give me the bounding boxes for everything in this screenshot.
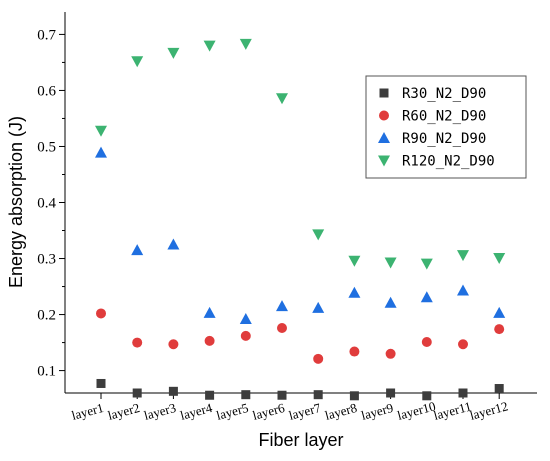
- data-point-r30-n2-d90: [241, 390, 251, 400]
- legend-marker-r30-n2-d90: [379, 88, 389, 98]
- data-point-r120-n2-d90: [493, 252, 506, 264]
- x-tick-label: layer8: [323, 400, 358, 423]
- data-point-r120-n2-d90: [131, 56, 144, 68]
- data-point-r120-n2-d90: [276, 93, 288, 105]
- y-tick-label: 0.3: [37, 252, 56, 268]
- data-point-r60-n2-d90: [96, 308, 106, 319]
- data-point-r90-n2-d90: [493, 306, 506, 318]
- data-point-r90-n2-d90: [276, 300, 288, 312]
- data-point-r90-n2-d90: [131, 244, 144, 256]
- x-tick-label: layer3: [142, 400, 177, 423]
- x-tick-label: layer11: [432, 398, 473, 422]
- data-point-r120-n2-d90: [384, 257, 397, 269]
- data-point-r60-n2-d90: [168, 339, 179, 350]
- x-tick-label: layer5: [215, 400, 250, 423]
- data-point-r90-n2-d90: [95, 146, 107, 158]
- data-point-r60-n2-d90: [132, 337, 143, 348]
- data-point-r30-n2-d90: [494, 384, 504, 394]
- data-point-r60-n2-d90: [204, 335, 215, 346]
- legend-label: R120_N2_D90: [402, 154, 495, 170]
- data-point-r120-n2-d90: [167, 47, 180, 59]
- data-point-r30-n2-d90: [132, 388, 142, 398]
- data-point-r60-n2-d90: [349, 346, 360, 357]
- data-point-r30-n2-d90: [458, 388, 468, 398]
- x-tick-label: layer10: [396, 398, 438, 423]
- data-point-r90-n2-d90: [203, 306, 216, 318]
- data-points: [95, 38, 506, 401]
- data-point-r30-n2-d90: [349, 391, 359, 401]
- data-point-r120-n2-d90: [420, 258, 433, 270]
- x-tick-label: layer9: [359, 400, 394, 423]
- legend-label: R30_N2_D90: [402, 86, 486, 102]
- data-point-r90-n2-d90: [239, 313, 252, 325]
- data-point-r90-n2-d90: [312, 301, 325, 313]
- y-tick-label: 0.4: [37, 196, 56, 212]
- x-tick-label: layer6: [251, 400, 287, 423]
- x-tick-label: layer1: [70, 400, 105, 423]
- data-point-r30-n2-d90: [96, 378, 106, 388]
- legend-marker-r120-n2-d90: [378, 155, 390, 167]
- legend-marker-r90-n2-d90: [378, 132, 390, 143]
- data-point-r120-n2-d90: [95, 125, 107, 137]
- data-point-r90-n2-d90: [420, 291, 433, 303]
- data-point-r60-n2-d90: [494, 324, 505, 335]
- legend-label: R90_N2_D90: [402, 131, 486, 147]
- data-point-r120-n2-d90: [312, 229, 325, 241]
- data-point-r30-n2-d90: [205, 390, 215, 400]
- legend-marker-r60-n2-d90: [379, 110, 389, 121]
- x-tick-label: layer12: [468, 398, 510, 423]
- data-point-r30-n2-d90: [277, 390, 287, 400]
- legend-label: R60_N2_D90: [402, 109, 486, 125]
- data-point-r30-n2-d90: [422, 391, 432, 401]
- data-point-r30-n2-d90: [168, 386, 178, 396]
- data-point-r120-n2-d90: [203, 40, 216, 52]
- x-tick-label: layer7: [287, 400, 323, 423]
- data-point-r60-n2-d90: [421, 337, 432, 348]
- plot-area: [64, 12, 537, 394]
- y-tick-label: 0.6: [37, 83, 56, 99]
- data-point-r90-n2-d90: [384, 296, 397, 308]
- x-tick-label: layer4: [178, 400, 214, 423]
- y-axis-title: Energy absorption (J): [6, 116, 26, 288]
- data-point-r60-n2-d90: [385, 348, 396, 359]
- y-ticks: 0.1 0.2 0.3 0.4 0.5 0.6 0.7: [37, 27, 65, 380]
- legend: R30_N2_D90 R60_N2_D90 R90_N2_D90 R120_N2_D9…: [365, 75, 527, 179]
- data-point-r30-n2-d90: [313, 390, 323, 400]
- data-point-r90-n2-d90: [348, 286, 361, 298]
- data-point-r90-n2-d90: [167, 238, 180, 250]
- data-point-r30-n2-d90: [386, 388, 396, 398]
- data-point-r120-n2-d90: [239, 38, 252, 50]
- legend-box: [365, 75, 527, 179]
- y-tick-label: 0.2: [37, 308, 56, 324]
- y-tick-label: 0.7: [37, 27, 56, 43]
- y-tick-label: 0.5: [37, 139, 56, 155]
- data-point-r120-n2-d90: [457, 250, 469, 262]
- x-tick-label: layer2: [106, 400, 141, 423]
- data-point-r60-n2-d90: [313, 353, 324, 364]
- data-point-r60-n2-d90: [277, 323, 287, 334]
- data-point-r90-n2-d90: [457, 284, 469, 296]
- data-point-r120-n2-d90: [348, 255, 361, 267]
- y-tick-label: 0.1: [37, 364, 56, 380]
- data-point-r60-n2-d90: [458, 339, 468, 350]
- x-axis-title: Fiber layer: [258, 430, 343, 450]
- data-point-r60-n2-d90: [240, 330, 251, 341]
